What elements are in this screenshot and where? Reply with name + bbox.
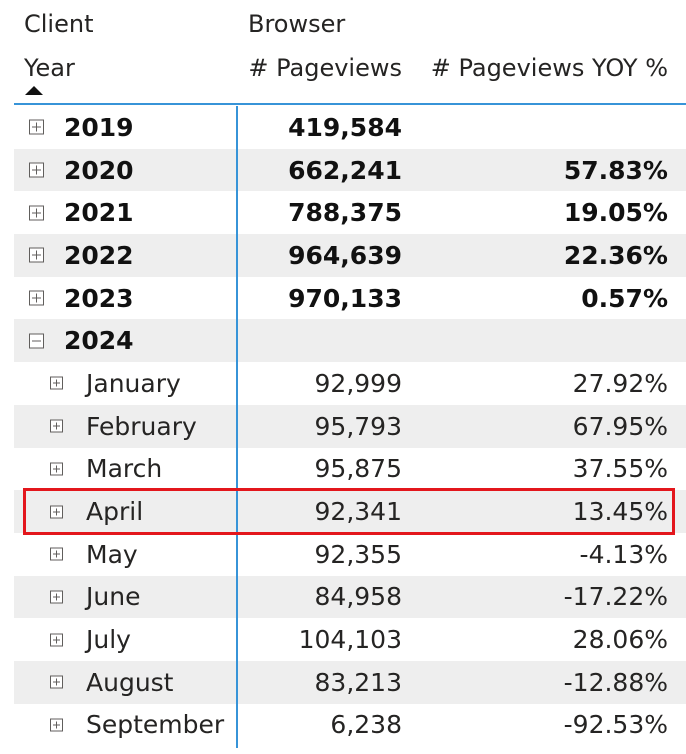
yoy-cell: 13.45% [572,497,668,527]
expand-plus-icon[interactable] [50,633,63,647]
yoy-cell: -92.53% [563,710,668,740]
row-label: 2024 [64,326,134,356]
expand-plus-icon[interactable] [29,162,44,178]
pageviews-cell: 788,375 [288,198,402,228]
pageviews-cell: 6,238 [330,710,402,740]
row-label: March [86,454,163,484]
pageviews-cell: 95,793 [314,411,402,441]
expand-plus-icon[interactable] [29,247,44,263]
expand-plus-icon[interactable] [50,590,63,604]
table-row: August 83,213 -12.88% [14,660,686,704]
expand-plus-icon[interactable] [50,462,63,476]
pageviews-cell: 964,639 [288,240,402,270]
yoy-cell: 28.06% [572,625,668,655]
yoy-cell: -12.88% [563,667,668,697]
row-label: April [86,497,144,527]
table-row: 2020 662,241 57.83% [14,148,686,192]
row-label: January [86,368,181,398]
table-row: 2022 964,639 22.36% [14,234,686,277]
expand-plus-icon[interactable] [29,205,44,221]
row-label: 2021 [64,198,134,228]
table-row: 2019 419,584 [14,106,686,149]
expand-plus-icon[interactable] [29,119,44,135]
yoy-cell: 67.95% [572,411,668,441]
table-row: June 84,958 -17.22% [14,575,686,619]
pageviews-cell: 95,875 [314,454,402,484]
yoy-cell: -17.22% [563,582,668,612]
table-row: January 92,999 27.92% [14,362,686,405]
row-label: August [86,667,174,697]
expand-plus-icon[interactable] [29,290,44,306]
table-row: September 6,238 -92.53% [14,704,686,747]
column-header-pageviews-yoy[interactable]: # Pageviews YOY % [430,54,668,82]
expand-plus-icon[interactable] [50,547,63,561]
table-row: April 92,341 13.45% [14,490,686,533]
expand-plus-icon[interactable] [50,505,63,519]
table-row: May 92,355 -4.13% [14,533,686,576]
pageviews-cell: 419,584 [288,112,402,142]
table-row: 2023 970,133 0.57% [14,277,686,320]
expand-plus-icon[interactable] [50,376,63,390]
column-header-browser[interactable]: Browser [248,10,346,38]
pageviews-cell: 662,241 [288,155,402,185]
pageviews-cell: 84,958 [314,582,402,612]
table-row: July 104,103 28.06% [14,618,686,661]
yoy-cell: 57.83% [563,155,668,185]
sort-ascending-icon[interactable] [25,86,43,95]
matrix-header: Client Browser Year # Pageviews # Pagevi… [0,0,686,106]
table-row: 2021 788,375 19.05% [14,191,686,234]
row-header-divider [236,106,238,748]
column-header-year[interactable]: Year [24,54,75,82]
expand-plus-icon[interactable] [50,419,63,433]
table-row: 2024 [14,319,686,363]
row-label: May [86,539,138,569]
row-label: 2019 [64,112,134,142]
yoy-cell: 22.36% [563,240,668,270]
pageviews-cell: 970,133 [288,283,402,313]
column-header-client[interactable]: Client [24,10,94,38]
pageviews-cell: 92,999 [314,368,402,398]
table-row: March 95,875 37.55% [14,448,686,491]
yoy-cell: 0.57% [581,283,668,313]
row-label: September [86,710,225,740]
yoy-cell: 19.05% [563,198,668,228]
table-row: February 95,793 67.95% [14,404,686,448]
column-header-pageviews[interactable]: # Pageviews [248,54,402,82]
row-label: 2020 [64,155,134,185]
yoy-cell: 27.92% [572,368,668,398]
matrix-body: 2019 419,584 2020 662,241 57.83% 2021 78… [14,106,686,746]
pageviews-cell: 104,103 [298,625,402,655]
row-label: July [86,625,131,655]
row-label: 2022 [64,240,134,270]
yoy-cell: -4.13% [579,539,668,569]
collapse-minus-icon[interactable] [29,333,44,349]
expand-plus-icon[interactable] [50,675,63,689]
pageviews-cell: 83,213 [314,667,402,697]
row-label: 2023 [64,283,134,313]
row-label: February [86,411,197,441]
pageviews-cell: 92,341 [314,497,402,527]
expand-plus-icon[interactable] [50,718,63,732]
header-divider-line [14,103,686,105]
row-label: June [86,582,141,612]
yoy-cell: 37.55% [572,454,668,484]
pageviews-cell: 92,355 [314,539,402,569]
